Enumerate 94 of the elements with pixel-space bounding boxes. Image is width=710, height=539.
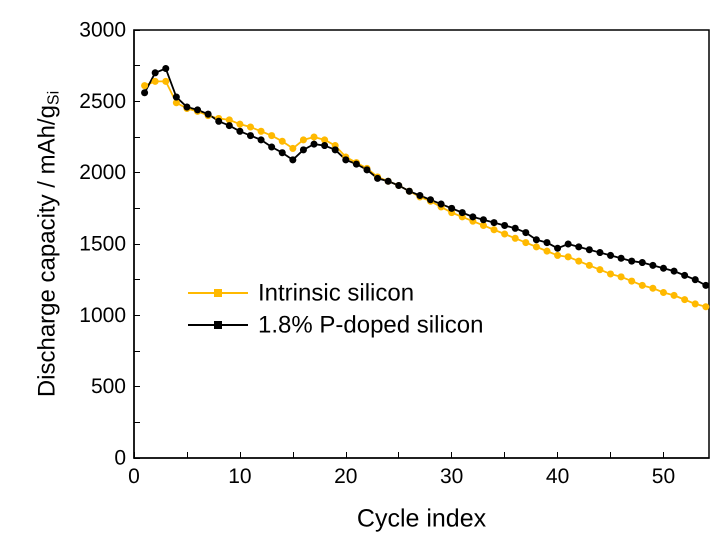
x-tick-label: 50 [652,465,676,488]
point [172,94,180,101]
point [162,78,170,85]
y-tick-label: 3000 [79,18,126,42]
y-tick-label: 500 [90,375,126,398]
x-tick-label: 0 [128,465,140,488]
point [300,146,307,154]
point [638,259,646,266]
point [438,200,445,208]
x-tick-label: 20 [334,465,358,488]
point [236,128,244,135]
point [543,239,550,246]
point [554,244,562,252]
point [501,230,508,238]
point [448,204,456,212]
point [278,149,286,156]
point [490,219,498,226]
point [152,78,159,85]
point [258,136,265,144]
point [512,234,519,242]
point [310,140,318,148]
point [342,156,350,164]
point [564,240,572,248]
point [564,253,572,260]
point [670,292,678,299]
point [246,132,254,140]
point [532,243,540,250]
point [681,272,688,279]
x-tick-label: 10 [228,465,252,488]
point [649,262,656,269]
point [596,266,604,274]
point [501,222,508,229]
legend-label: 1.8% P-doped silicon [258,312,484,338]
point [278,138,286,145]
point [172,99,180,106]
point [660,264,667,272]
point [702,282,710,289]
point [649,284,656,292]
legend-label: Intrinsic silicon [258,280,414,306]
point [554,252,562,259]
point [607,252,614,259]
point [310,134,318,140]
point [141,89,148,96]
point [522,229,530,236]
point [332,146,339,154]
y-tick-label: 2000 [79,161,126,184]
point [575,258,582,265]
point [660,289,667,296]
point [692,276,699,284]
x-axis-title: Cycle index [356,504,487,532]
y-tick-label: 2500 [79,90,126,113]
point [490,226,498,234]
point [480,222,487,229]
x-tick-label: 30 [440,465,464,488]
point [321,142,328,150]
point [300,136,307,144]
point [607,270,614,278]
y-axis-title: Discharge capacity / mAh/gSi [34,90,62,398]
point [289,144,296,152]
y-tick-label: 1500 [79,232,126,256]
point [681,296,688,304]
point [586,246,593,254]
point [618,254,625,262]
point [702,303,710,310]
point [480,216,487,224]
point [289,156,296,164]
point [236,120,244,128]
point [628,258,636,265]
point [575,243,582,250]
point [670,268,678,275]
point [586,262,593,269]
point [532,236,540,244]
point [458,209,466,216]
y-tick-label: 0 [114,446,126,470]
point [162,65,170,72]
y-tick-label: 1000 [79,304,126,327]
x-tick-label: 40 [546,465,570,488]
point [596,249,604,256]
point [543,248,550,255]
point [268,132,276,140]
point [469,213,476,220]
point [215,118,222,125]
point [618,273,625,280]
point [258,128,265,135]
point [628,278,636,285]
point [246,124,254,131]
point [512,224,519,232]
point [638,282,646,289]
point [522,239,530,246]
point [692,300,699,308]
point [226,122,233,130]
point [141,82,148,90]
point [152,69,159,76]
point [268,143,276,150]
